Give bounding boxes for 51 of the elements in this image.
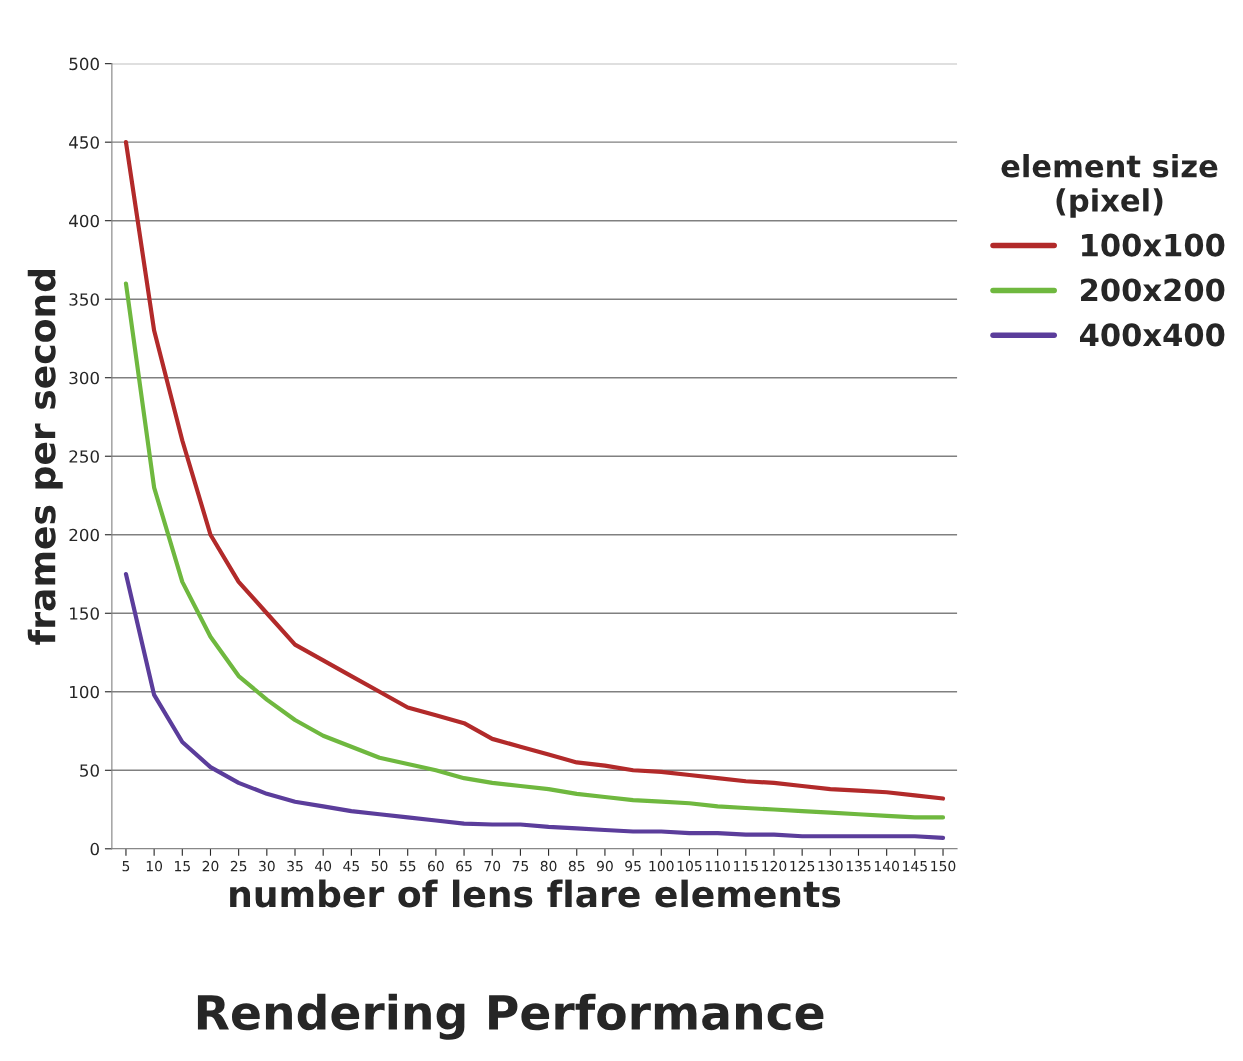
x-tick-label: 115 [734, 861, 758, 872]
x-tick-label: 35 [287, 860, 303, 872]
x-tick-label: 55 [399, 861, 416, 872]
line-series [123, 571, 946, 840]
y-tick-label: 150 [70, 607, 99, 620]
x-tick-label: 135 [846, 860, 871, 872]
x-tick-label: 15 [175, 861, 190, 872]
y-tick-label: 450 [69, 136, 99, 149]
x-tick-label: 90 [596, 860, 613, 872]
y-tick-label: 300 [69, 371, 99, 385]
x-tick-label: 80 [540, 860, 557, 872]
x-tick-label: 5 [122, 861, 130, 872]
x-tick-label: 45 [343, 861, 359, 872]
x-tick-label: 110 [705, 860, 730, 872]
x-tick-label: 95 [625, 860, 641, 872]
x-tick-label: 60 [428, 860, 444, 872]
x-tick-label: 140 [874, 860, 900, 872]
y-tick-label: 100 [70, 685, 99, 699]
x-tick-label: 30 [259, 860, 275, 872]
x-tick-label: 25 [230, 860, 247, 872]
legend-label: 100x100 [1082, 233, 1225, 257]
x-tick-label: 20 [202, 860, 219, 872]
text: Rendering Performance [197, 993, 824, 1040]
x-tick-label: 145 [903, 861, 927, 872]
x-tick-label: 65 [456, 860, 472, 872]
x-tick-label: 150 [931, 860, 956, 872]
x-tick-label: 40 [315, 860, 332, 872]
x-tick-label: 120 [762, 860, 787, 872]
y-tick-label: 350 [69, 293, 99, 306]
y-tick-label: 50 [80, 764, 99, 777]
x-tick-label: 85 [568, 860, 585, 872]
line-series [123, 140, 946, 801]
x-tick-label: 100 [649, 860, 674, 872]
y-tick-label: 250 [69, 450, 99, 463]
y-tick-label: 400 [69, 214, 99, 228]
x-tick-label: 130 [818, 860, 843, 872]
x-tick-label: 70 [484, 860, 501, 872]
line-series [123, 281, 946, 820]
x-axis-title: number of lens flare elements [230, 879, 841, 908]
y-tick-label: 200 [69, 528, 99, 542]
x-tick-label: 50 [371, 860, 388, 872]
legend-label: 200x200 [1081, 278, 1225, 302]
y-axis-title: frames per second [27, 269, 63, 645]
legend-label: 400x400 [1079, 323, 1225, 347]
x-tick-label: 125 [790, 860, 815, 872]
x-tick-label: 75 [512, 861, 529, 872]
y-tick-label: 500 [69, 57, 99, 71]
x-tick-label: 105 [677, 860, 702, 872]
legend-title: element size (pixel) [1001, 153, 1218, 218]
x-tick-label: 10 [146, 860, 163, 872]
y-tick-label: 0 [90, 842, 99, 856]
